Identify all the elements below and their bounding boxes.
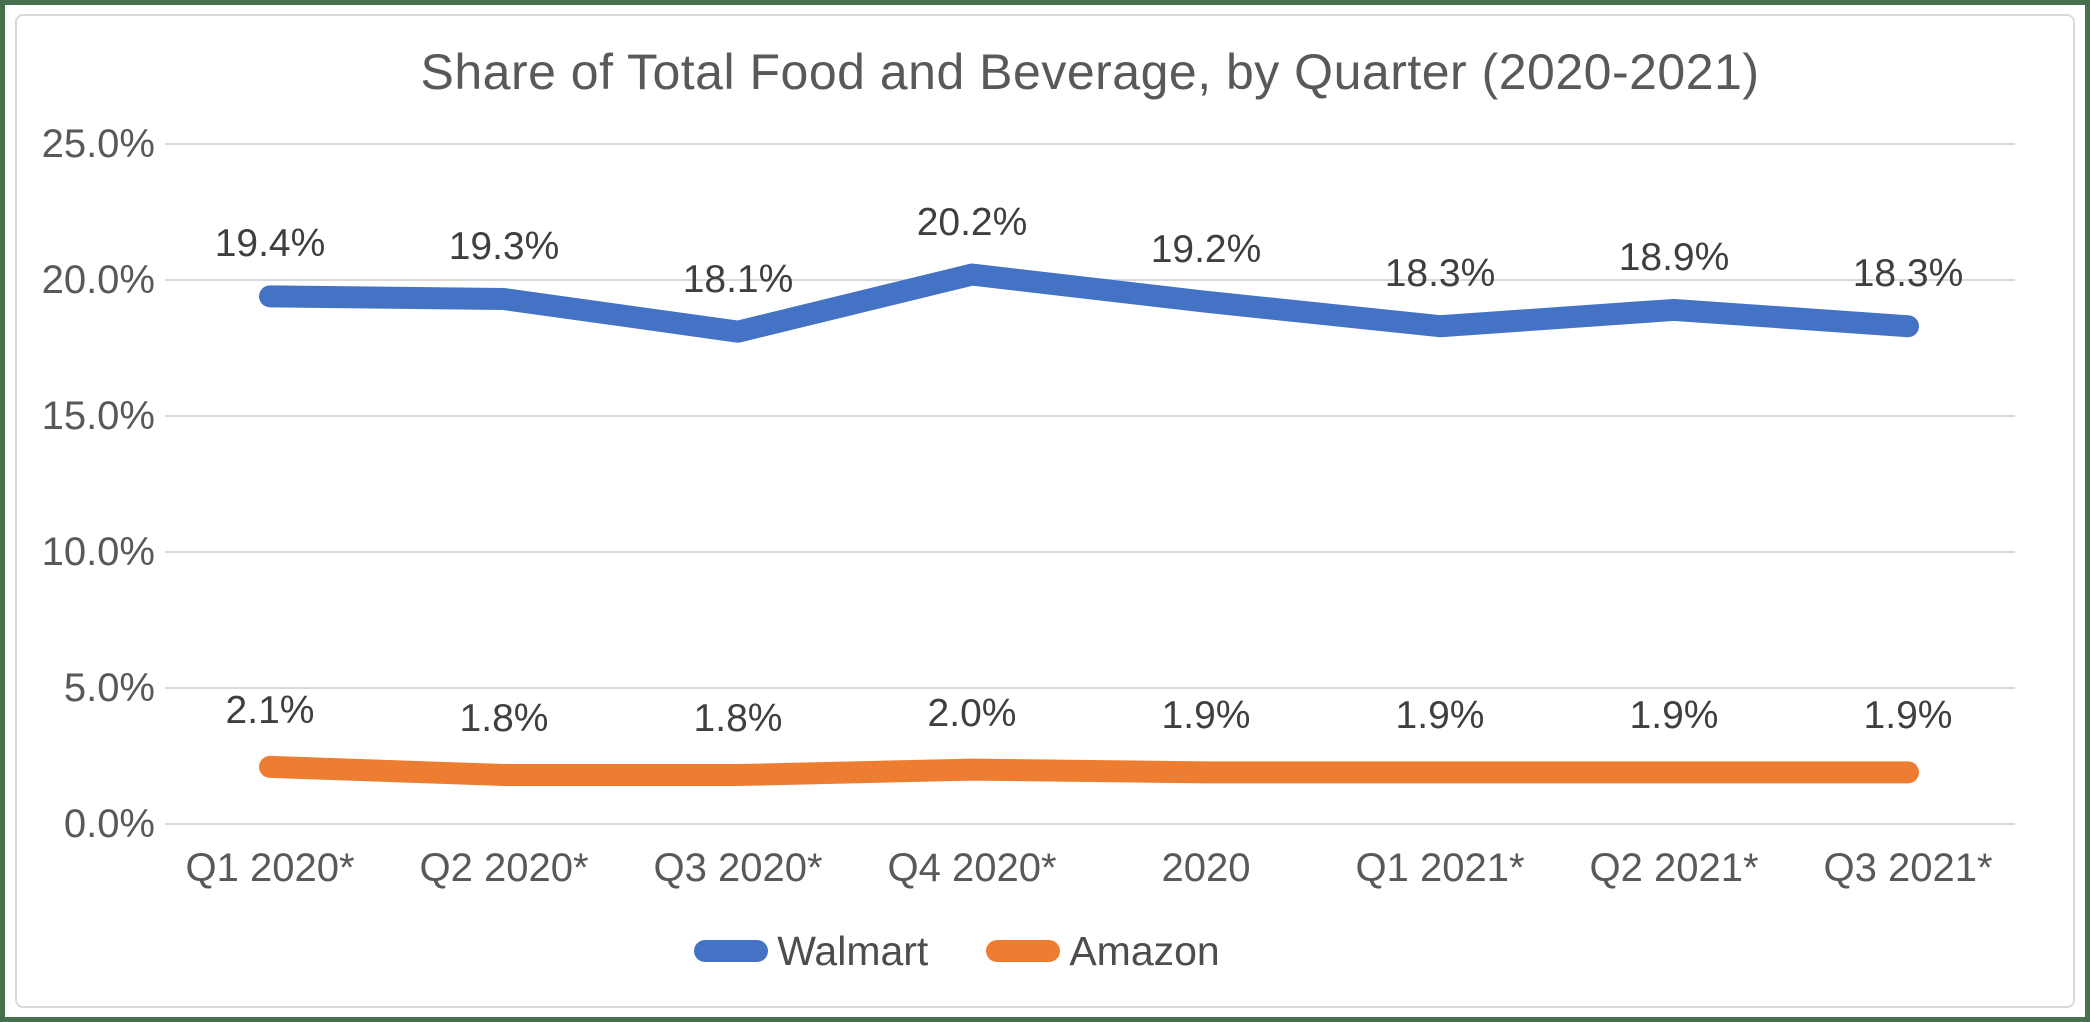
x-category-label: Q2 2020*: [419, 846, 589, 890]
amazon-data-label: 1.9%: [1161, 694, 1251, 738]
plot-svg: [165, 143, 2015, 825]
walmart-line[interactable]: [259, 263, 1919, 343]
amazon-data-label: 1.8%: [459, 697, 549, 741]
x-category-label: Q4 2020*: [887, 846, 1057, 890]
walmart-data-label: 18.1%: [682, 257, 794, 301]
y-tick-label: 25.0%: [41, 122, 155, 166]
x-category-label: Q2 2021*: [1589, 846, 1759, 890]
amazon-data-label: 1.8%: [693, 697, 783, 741]
x-category-label: 2020: [1161, 846, 1251, 890]
legend-label-walmart: Walmart: [777, 928, 929, 974]
x-category-label: Q1 2021*: [1355, 846, 1525, 890]
amazon-line[interactable]: [259, 755, 1919, 787]
legend: Walmart Amazon: [0, 925, 1992, 977]
walmart-data-label: 18.3%: [1852, 252, 1964, 296]
x-category-label: Q3 2020*: [653, 846, 823, 890]
legend-label-amazon: Amazon: [1069, 928, 1220, 974]
chart-plot-area: [15, 14, 2075, 1008]
legend-item-walmart[interactable]: Walmart: [694, 925, 928, 977]
amazon-data-label: 2.1%: [225, 688, 315, 732]
y-tick-label: 5.0%: [63, 666, 155, 710]
amazon-data-label: 2.0%: [927, 691, 1017, 735]
walmart-data-label: 19.4%: [214, 222, 326, 266]
x-category-label: Q3 2021*: [1823, 846, 1993, 890]
amazon-line-swatch-icon: [986, 940, 1061, 962]
walmart-data-label: 19.3%: [448, 225, 560, 269]
walmart-data-label: 19.2%: [1150, 227, 1262, 271]
y-tick-label: 0.0%: [63, 802, 155, 846]
legend-item-amazon[interactable]: Amazon: [986, 925, 1220, 977]
walmart-data-label: 20.2%: [916, 200, 1028, 244]
y-tick-label: 15.0%: [41, 394, 155, 438]
y-tick-label: 20.0%: [41, 258, 155, 302]
walmart-data-label: 18.3%: [1384, 252, 1496, 296]
walmart-line-swatch-icon: [694, 940, 769, 962]
walmart-data-label: 18.9%: [1618, 235, 1730, 279]
chart-title: Share of Total Food and Beverage, by Qua…: [420, 44, 1760, 100]
x-category-label: Q1 2020*: [185, 846, 355, 890]
amazon-data-label: 1.9%: [1863, 694, 1953, 738]
amazon-data-label: 1.9%: [1395, 694, 1485, 738]
amazon-data-label: 1.9%: [1629, 694, 1719, 738]
y-tick-label: 10.0%: [41, 530, 155, 574]
